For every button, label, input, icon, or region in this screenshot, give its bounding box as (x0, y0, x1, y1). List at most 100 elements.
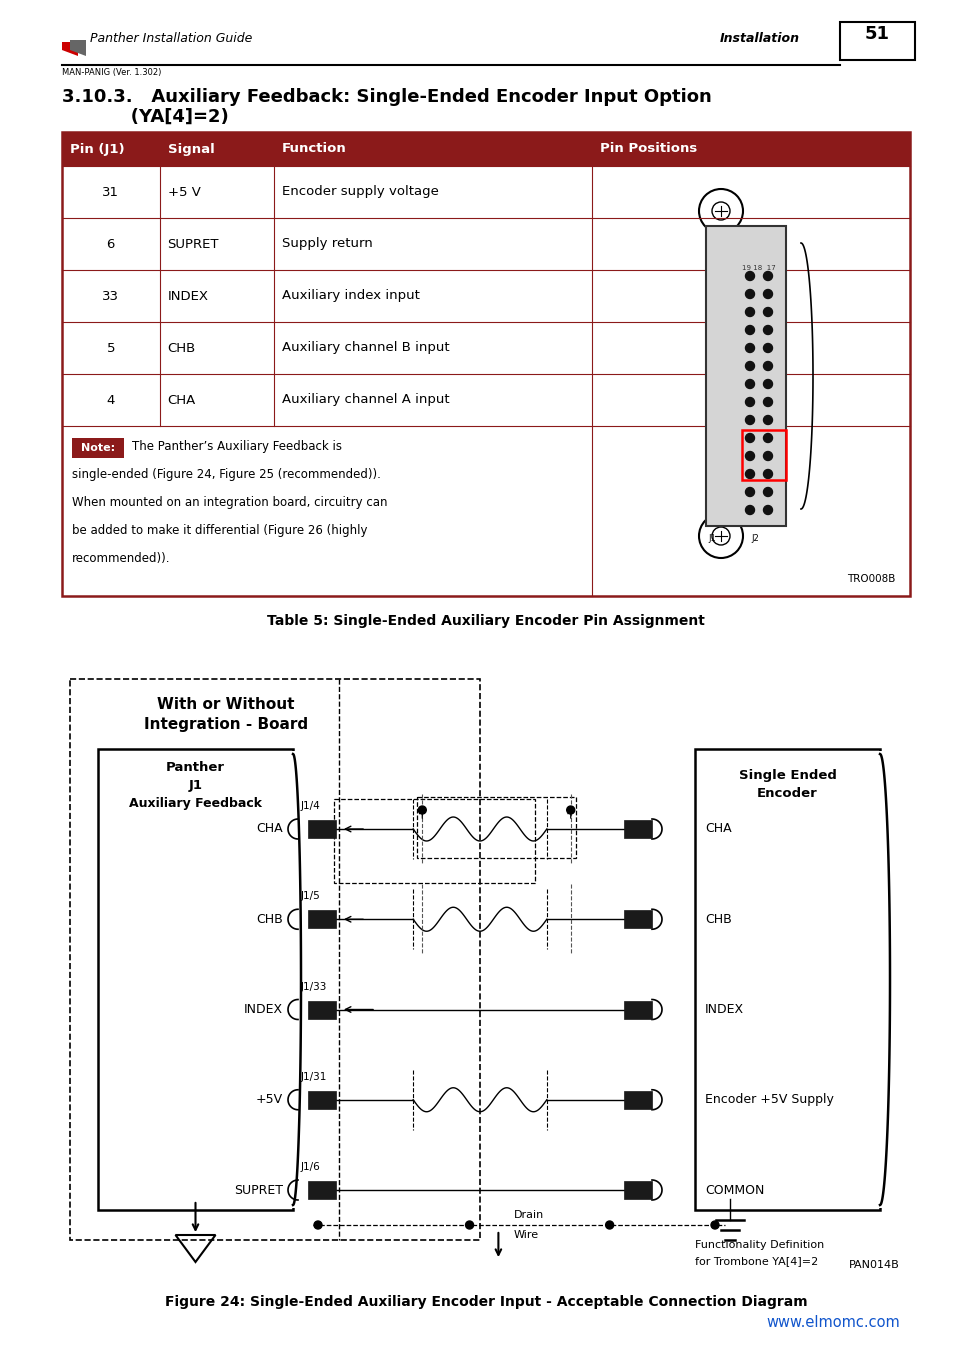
Text: CHB: CHB (704, 913, 731, 926)
Circle shape (762, 416, 772, 424)
Text: (YA[4]=2): (YA[4]=2) (62, 108, 229, 126)
Bar (70, 679, 479, 1241)
Bar (308, 1091, 335, 1108)
Polygon shape (62, 42, 78, 55)
Circle shape (744, 308, 754, 316)
Text: MAN-PANIG (Ver. 1.302): MAN-PANIG (Ver. 1.302) (62, 68, 161, 77)
Text: CHA: CHA (256, 822, 283, 836)
Text: J2: J2 (750, 535, 758, 543)
Circle shape (566, 806, 574, 814)
Circle shape (762, 397, 772, 406)
Text: 31: 31 (102, 185, 119, 198)
Circle shape (710, 1220, 719, 1228)
Circle shape (744, 505, 754, 514)
Bar (705, 225, 785, 526)
Text: Supply return: Supply return (282, 238, 373, 251)
Bar (308, 1000, 335, 1018)
Circle shape (762, 362, 772, 370)
Text: CHA: CHA (704, 822, 731, 836)
Text: Panther: Panther (166, 761, 225, 774)
Text: Auxiliary index input: Auxiliary index input (282, 289, 419, 302)
Text: +5V: +5V (255, 1094, 283, 1106)
Bar (98, 749, 293, 1210)
Text: When mounted on an integration board, circuitry can: When mounted on an integration board, ci… (71, 495, 387, 509)
Bar (623, 1181, 651, 1199)
Text: J1/5: J1/5 (301, 891, 320, 902)
Circle shape (744, 362, 754, 370)
Circle shape (762, 308, 772, 316)
Circle shape (762, 343, 772, 352)
Text: CHB: CHB (256, 913, 283, 926)
Polygon shape (70, 40, 86, 55)
Text: Installation: Installation (720, 32, 800, 45)
Text: J1: J1 (707, 535, 715, 543)
Bar (308, 910, 335, 929)
Text: Note:: Note: (81, 443, 115, 454)
Text: single-ended (Figure 24, Figure 25 (recommended)).: single-ended (Figure 24, Figure 25 (reco… (71, 468, 380, 481)
Circle shape (762, 289, 772, 298)
Circle shape (762, 379, 772, 389)
Text: CHB: CHB (168, 342, 195, 355)
Circle shape (744, 433, 754, 443)
Text: Integration - Board: Integration - Board (144, 717, 308, 732)
Text: COMMON: COMMON (704, 1184, 763, 1196)
Circle shape (744, 397, 754, 406)
Text: Panther Installation Guide: Panther Installation Guide (90, 32, 253, 45)
Bar (334, 799, 534, 883)
Circle shape (744, 271, 754, 281)
Text: for Trombone YA[4]=2: for Trombone YA[4]=2 (695, 1256, 818, 1266)
Circle shape (744, 289, 754, 298)
Bar (290, 751, 299, 1208)
Text: Encoder: Encoder (757, 787, 817, 801)
Circle shape (762, 451, 772, 460)
Text: CHA: CHA (168, 393, 195, 406)
Text: Signal: Signal (168, 143, 214, 155)
Circle shape (744, 451, 754, 460)
Circle shape (744, 416, 754, 424)
Circle shape (762, 470, 772, 478)
Text: 5: 5 (107, 342, 115, 355)
Circle shape (605, 1220, 613, 1228)
Text: be added to make it differential (Figure 26 (highly: be added to make it differential (Figure… (71, 524, 367, 537)
Text: 3.10.3.   Auxiliary Feedback: Single-Ended Encoder Input Option: 3.10.3. Auxiliary Feedback: Single-Ended… (62, 88, 711, 107)
Bar (623, 1091, 651, 1108)
Circle shape (744, 379, 754, 389)
Circle shape (762, 487, 772, 497)
Circle shape (762, 433, 772, 443)
Bar (623, 1000, 651, 1018)
Text: 6: 6 (107, 238, 114, 251)
Text: Figure 24: Single-Ended Auxiliary Encoder Input - Acceptable Connection Diagram: Figure 24: Single-Ended Auxiliary Encode… (165, 1295, 806, 1309)
Text: Auxiliary channel B input: Auxiliary channel B input (282, 342, 449, 355)
Text: J1/31: J1/31 (301, 1072, 327, 1081)
Text: With or Without: With or Without (157, 697, 294, 711)
Text: Wire: Wire (513, 1230, 537, 1241)
Bar (741, 431, 785, 481)
Text: +5 V: +5 V (168, 185, 200, 198)
Text: TRO008B: TRO008B (845, 574, 894, 585)
Bar (623, 819, 651, 838)
Text: INDEX: INDEX (704, 1003, 743, 1017)
Bar (62, 132, 909, 166)
Circle shape (762, 505, 772, 514)
Bar (308, 819, 335, 838)
Text: J1/6: J1/6 (301, 1162, 320, 1172)
Text: 19 18  17: 19 18 17 (741, 265, 775, 271)
Bar (840, 22, 914, 59)
Text: Pin Positions: Pin Positions (599, 143, 697, 155)
Circle shape (417, 806, 426, 814)
Text: J1/4: J1/4 (301, 801, 320, 811)
Bar (416, 796, 575, 859)
Text: J1/33: J1/33 (301, 981, 327, 991)
Text: www.elmomc.com: www.elmomc.com (765, 1315, 899, 1330)
Circle shape (762, 325, 772, 335)
Bar (62, 132, 909, 595)
Text: SUPRET: SUPRET (233, 1184, 283, 1196)
Text: Auxiliary channel A input: Auxiliary channel A input (282, 393, 449, 406)
Circle shape (744, 343, 754, 352)
Text: The Panther’s Auxiliary Feedback is: The Panther’s Auxiliary Feedback is (132, 440, 341, 454)
Text: 4: 4 (107, 393, 114, 406)
Text: Pin (J1): Pin (J1) (70, 143, 125, 155)
Circle shape (744, 470, 754, 478)
Bar (308, 1181, 335, 1199)
Circle shape (314, 1220, 322, 1228)
